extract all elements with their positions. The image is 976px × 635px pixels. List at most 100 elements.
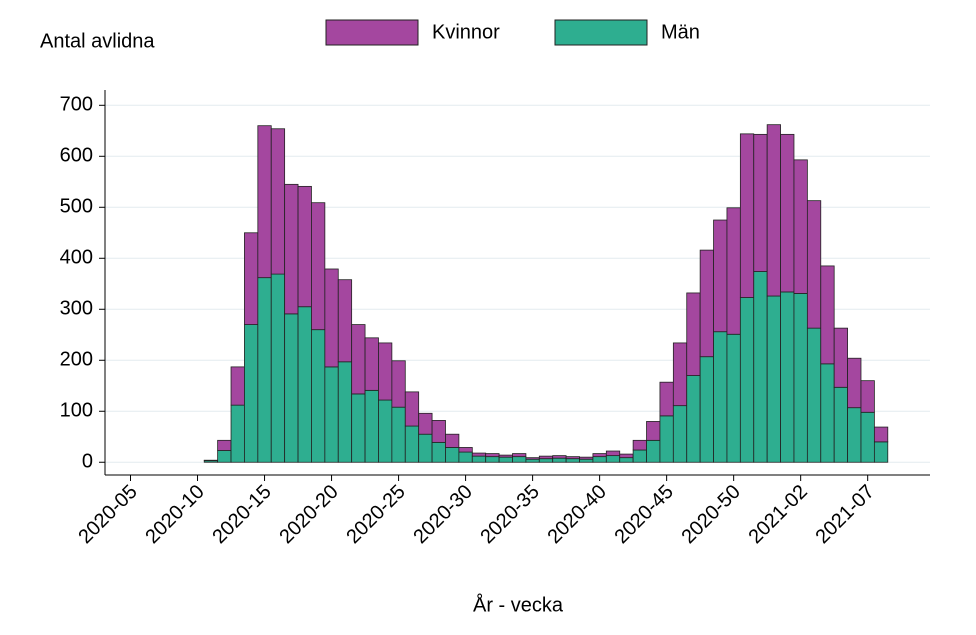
- bar-segment: [257, 125, 272, 279]
- bar-segment: [404, 425, 420, 463]
- bar-segment: [230, 366, 245, 406]
- bar-segment: [659, 415, 674, 463]
- bar-segment: [471, 455, 487, 463]
- bar-segment: [619, 453, 634, 459]
- bar-segment: [324, 366, 339, 463]
- bar-segment: [311, 329, 326, 463]
- bar-segment: [270, 273, 286, 463]
- bar-segment: [873, 426, 889, 443]
- y-tick-label: 500: [60, 196, 93, 218]
- bar-segment: [244, 324, 259, 463]
- bar-segment: [672, 405, 688, 463]
- bar-segment: [713, 219, 728, 333]
- legend-label: Män: [661, 21, 700, 43]
- y-tick-label: 400: [60, 247, 93, 269]
- bar-segment: [726, 333, 741, 463]
- x-tick-label: 2020-45: [610, 481, 677, 548]
- bar-segment: [297, 185, 312, 308]
- bar-segment: [257, 277, 272, 463]
- bar-segment: [418, 433, 433, 463]
- bar-segment: [431, 441, 446, 463]
- bar-segment: [592, 456, 607, 463]
- bar-segment: [378, 342, 393, 401]
- y-tick-label: 700: [60, 94, 93, 116]
- bar-segment: [404, 391, 420, 427]
- bar-segment: [337, 361, 353, 463]
- x-tick-label: 2020-15: [208, 481, 275, 548]
- bar-segment: [378, 399, 393, 463]
- y-tick-label: 300: [60, 298, 93, 320]
- bar-segment: [418, 412, 433, 435]
- x-tick-label: 2020-30: [409, 481, 476, 548]
- bar-segment: [847, 357, 862, 409]
- x-tick-label: 2020-35: [476, 481, 543, 548]
- bar-segment: [458, 447, 473, 453]
- bar-segment: [753, 271, 768, 463]
- bar-segment: [739, 297, 755, 463]
- x-tick-label: 2020-05: [74, 481, 141, 548]
- bar-segment: [217, 439, 232, 451]
- bar-segment: [873, 441, 889, 463]
- bar-segment: [579, 456, 594, 460]
- bar-segment: [498, 454, 513, 458]
- bar-segment: [485, 456, 500, 463]
- bar-segment: [284, 183, 299, 315]
- bar-segment: [699, 249, 714, 358]
- bar-segment: [659, 381, 674, 417]
- bar-segment: [605, 450, 621, 457]
- x-tick-label: 2020-50: [677, 481, 744, 548]
- bar-segment: [605, 455, 621, 463]
- bar-segment: [391, 406, 406, 463]
- x-tick-label: 2020-25: [342, 481, 409, 548]
- bar-segment: [793, 293, 808, 463]
- bar-segment: [498, 456, 513, 463]
- legend-label: Kvinnor: [432, 21, 500, 43]
- bar-segment: [230, 404, 245, 463]
- bar-segment: [632, 449, 647, 463]
- bar-segment: [753, 133, 768, 272]
- bar-segment: [686, 292, 701, 376]
- bar-segment: [203, 459, 219, 462]
- bar-segment: [766, 295, 781, 463]
- bar-segment: [579, 458, 594, 463]
- x-axis-title: År - vecka: [473, 593, 564, 616]
- x-tick-label: 2020-40: [543, 481, 610, 548]
- bar-segment: [793, 159, 808, 294]
- bar-segment: [552, 457, 567, 463]
- bar-segment: [458, 451, 473, 463]
- bar-segment: [806, 327, 822, 463]
- bar-segment: [270, 128, 286, 275]
- bar-segment: [833, 327, 848, 388]
- bar-segment: [860, 411, 875, 463]
- bar-segment: [297, 306, 312, 463]
- x-tick-label: 2020-10: [141, 481, 208, 548]
- bar-segment: [699, 356, 714, 463]
- bar-segment: [780, 291, 795, 463]
- bar-segment: [538, 458, 554, 463]
- bar-segment: [512, 453, 527, 458]
- bar-segment: [806, 200, 822, 329]
- bar-segment: [471, 452, 487, 457]
- bar-segment: [780, 133, 795, 293]
- y-tick-label: 100: [60, 400, 93, 422]
- bar-segment: [713, 331, 728, 463]
- bar-segment: [512, 456, 527, 463]
- y-tick-label: 0: [82, 451, 93, 473]
- bar-segment: [739, 133, 755, 298]
- x-tick-label: 2021-07: [811, 481, 878, 548]
- bar-segment: [324, 268, 339, 368]
- bar-segment: [351, 393, 366, 463]
- bar-segment: [284, 313, 299, 463]
- bar-segment: [565, 458, 580, 463]
- legend-swatch: [325, 19, 419, 46]
- bar-segment: [552, 455, 567, 459]
- bar-segment: [833, 386, 848, 463]
- bar-segment: [672, 342, 688, 407]
- x-tick-label: 2021-02: [744, 481, 811, 548]
- bar-segment: [431, 420, 446, 443]
- legend-swatch: [554, 19, 648, 46]
- y-axis-title: Antal avlidna: [40, 30, 155, 52]
- bar-segment: [860, 380, 875, 413]
- bar-segment: [364, 337, 379, 391]
